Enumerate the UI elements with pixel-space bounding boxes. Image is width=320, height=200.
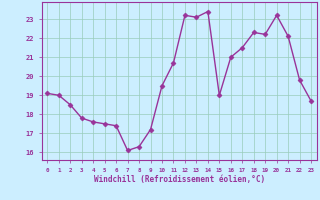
X-axis label: Windchill (Refroidissement éolien,°C): Windchill (Refroidissement éolien,°C) [94, 175, 265, 184]
